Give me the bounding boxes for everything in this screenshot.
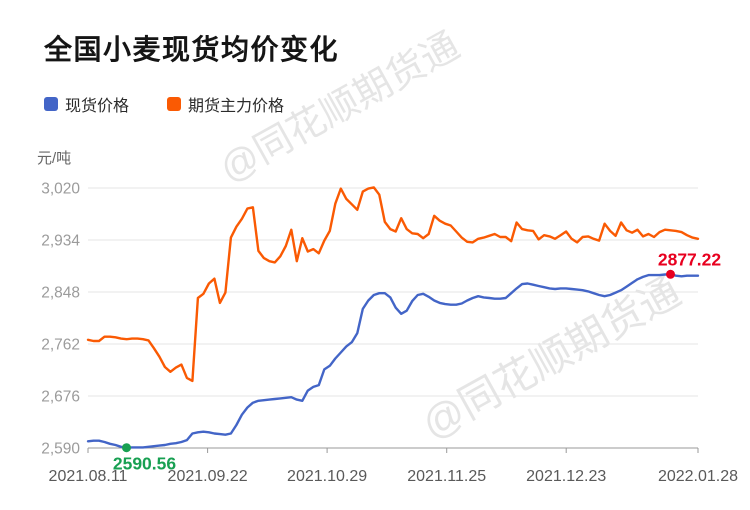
x-axis-tick-label: 2021.10.29 [287, 468, 367, 485]
y-axis-tick-label: 2,848 [41, 285, 80, 302]
y-axis-tick-label: 3,020 [41, 181, 80, 198]
x-axis-tick-label: 2021.11.25 [407, 468, 486, 485]
futures-main-price-line[interactable] [86, 186, 700, 383]
legend-label-futures-main-price: 期货主力价格 [188, 98, 285, 115]
latest-point-dot[interactable] [666, 269, 675, 279]
x-axis-tick-label: 2021.08.11 [49, 468, 128, 485]
y-axis-tick-label: 2,676 [41, 389, 80, 406]
min-point-label: 2590.56 [113, 454, 177, 474]
chart-title: 全国小麦现货均价变化 [44, 34, 340, 65]
legend-item-futures-main-price[interactable]: 期货主力价格 [167, 92, 284, 116]
latest-point-label: 2877.22 [658, 249, 722, 269]
spot-price-swatch-icon [44, 97, 58, 111]
y-axis-tick-label: 2,762 [41, 337, 80, 354]
x-axis-tick-label: 2022.01.28 [658, 468, 738, 485]
x-axis-tick-label: 2021.09.22 [168, 468, 248, 485]
spot-price-line[interactable] [86, 273, 700, 449]
x-axis-tick-label: 2021.12.23 [526, 468, 606, 485]
futures-main-price-swatch-icon [167, 97, 182, 111]
min-point-dot[interactable] [122, 443, 131, 453]
y-axis-unit-label: 元/吨 [37, 150, 72, 167]
legend-label-spot-price: 现货价格 [65, 98, 130, 115]
y-axis-tick-label: 2,590 [41, 441, 80, 458]
y-axis-tick-label: 2,934 [41, 233, 80, 250]
legend-item-spot-price[interactable]: 现货价格 [44, 92, 129, 116]
legend: 现货价格 期货主力价格 [44, 92, 284, 116]
